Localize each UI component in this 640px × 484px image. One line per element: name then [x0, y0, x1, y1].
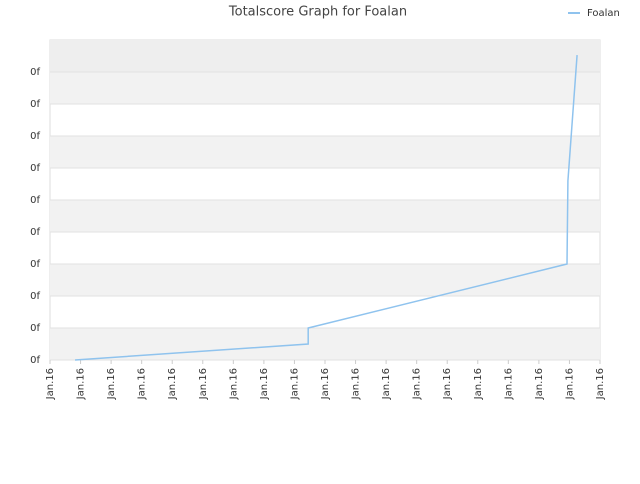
y-tick-label: 0f	[30, 99, 40, 110]
grid-band	[50, 328, 600, 360]
y-tick-label: 0f	[30, 259, 40, 270]
y-tick-label: 0f	[30, 67, 40, 78]
x-tick-label: Jan.16	[228, 368, 239, 400]
x-tick-label: Jan.16	[473, 368, 484, 400]
x-tick-label: Jan.16	[167, 368, 178, 400]
grid-band	[50, 136, 600, 168]
y-tick-label: 0f	[30, 131, 40, 142]
y-tick-label: 0f	[30, 323, 40, 334]
x-tick-label: Jan.16	[198, 368, 209, 400]
grid-band	[50, 200, 600, 232]
y-tick-label: 0f	[30, 163, 40, 174]
y-tick-label: 0f	[30, 291, 40, 302]
chart-title: Totalscore Graph for Foalan	[228, 5, 407, 20]
grid-band	[50, 72, 600, 104]
x-tick-label: Jan.16	[320, 368, 331, 400]
x-tick-label: Jan.16	[534, 368, 545, 400]
x-tick-label: Jan.16	[503, 368, 514, 400]
x-tick-label: Jan.16	[289, 368, 300, 400]
grid-band	[50, 40, 600, 72]
x-tick-label: Jan.16	[595, 368, 606, 400]
x-tick-label: Jan.16	[412, 368, 423, 400]
y-tick-label: 0f	[30, 195, 40, 206]
series-line	[75, 54, 578, 361]
x-tick-label: Jan.16	[564, 368, 575, 400]
legend-label: Foalan	[587, 8, 620, 19]
x-tick-label: Jan.16	[442, 368, 453, 400]
y-tick-label: 0f	[30, 355, 40, 366]
x-tick-label: Jan.16	[76, 368, 87, 400]
grid-band	[50, 264, 600, 296]
x-tick-label: Jan.16	[351, 368, 362, 400]
x-tick-label: Jan.16	[45, 368, 56, 400]
x-tick-label: Jan.16	[259, 368, 270, 400]
x-tick-label: Jan.16	[381, 368, 392, 400]
x-tick-label: Jan.16	[106, 368, 117, 400]
y-tick-label: 0f	[30, 227, 40, 238]
x-tick-label: Jan.16	[137, 368, 148, 400]
